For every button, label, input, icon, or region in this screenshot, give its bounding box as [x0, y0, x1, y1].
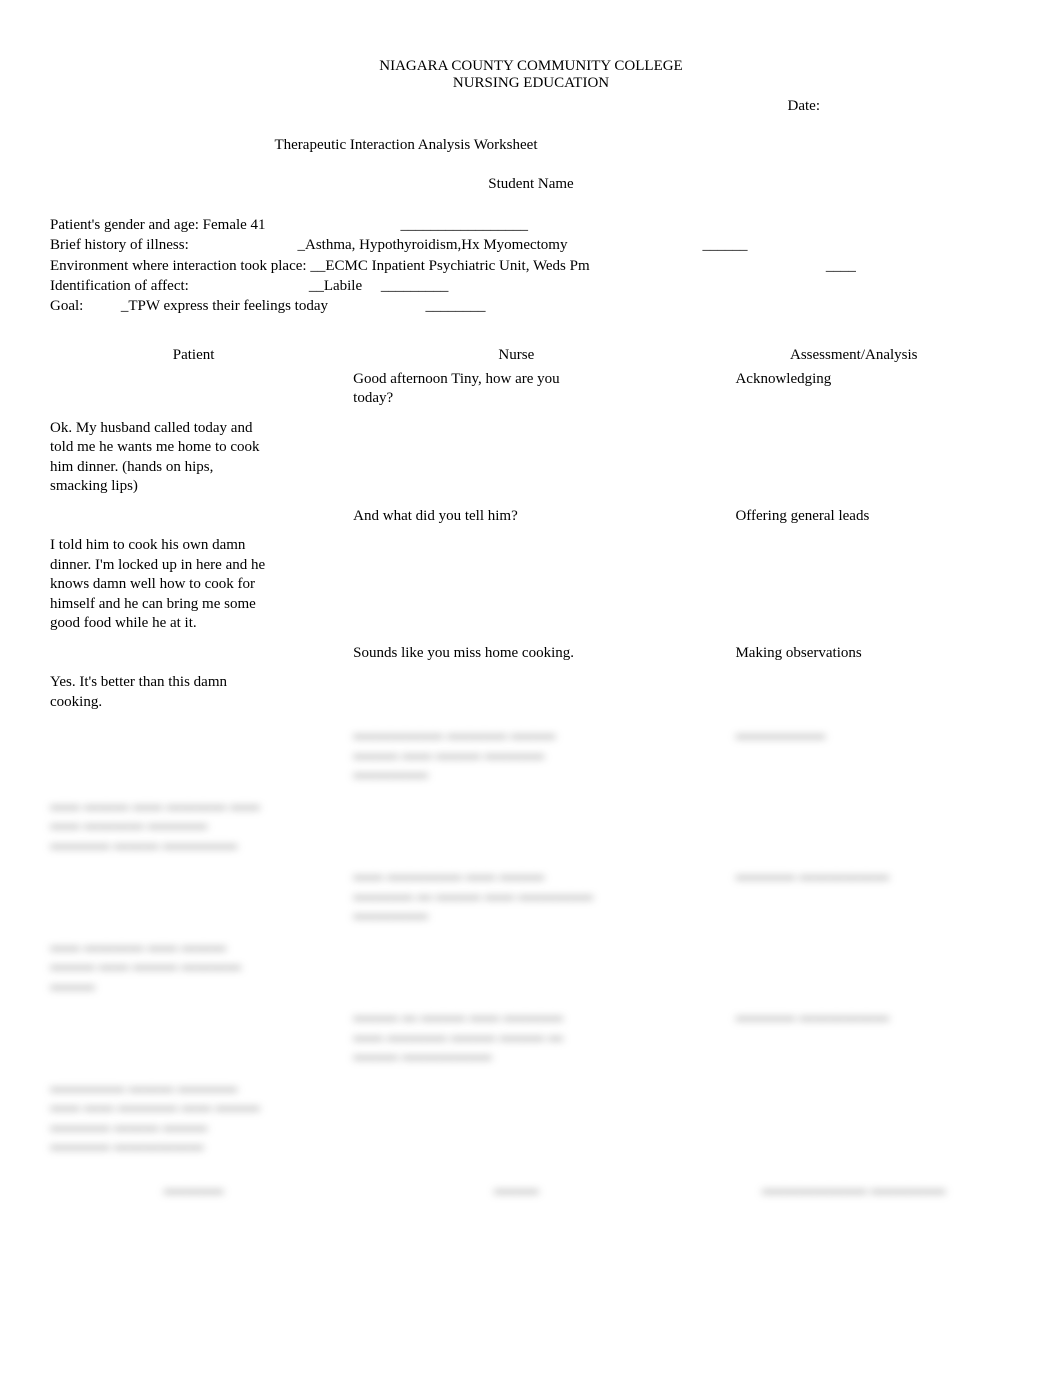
- patient-cell: ▬▬ ▬▬▬ ▬▬ ▬▬▬▬ ▬▬ ▬▬ ▬▬▬▬ ▬▬▬▬ ▬▬▬▬ ▬▬▬ …: [42, 791, 345, 862]
- analysis-cell: [687, 932, 1020, 1003]
- column-header-nurse: Nurse: [345, 344, 687, 368]
- institution-title: NIAGARA COUNTY COMMUNITY COLLEGE: [42, 58, 1020, 75]
- nurse-cell: ▬▬ ▬▬▬▬▬ ▬▬ ▬▬▬ ▬▬▬▬ ▬ ▬▬▬ ▬▬ ▬▬▬▬▬ ▬▬▬▬…: [345, 861, 687, 932]
- column-header-nurse-blurred: ▬▬▬: [345, 1163, 687, 1203]
- nurse-cell: [345, 417, 687, 505]
- analysis-cell: Acknowledging: [687, 368, 1020, 417]
- nurse-cell: [345, 1073, 687, 1163]
- table-row-blurred: ▬▬ ▬▬▬▬▬ ▬▬ ▬▬▬ ▬▬▬▬ ▬ ▬▬▬ ▬▬ ▬▬▬▬▬ ▬▬▬▬…: [42, 861, 1020, 932]
- table-row: Yes. It's better than this damn cooking.: [42, 671, 1020, 720]
- info-environment: Environment where interaction took place…: [50, 256, 1020, 276]
- nurse-cell: [345, 534, 687, 642]
- patient-cell: ▬▬ ▬▬▬▬ ▬▬ ▬▬▬ ▬▬▬ ▬▬ ▬▬▬ ▬▬▬▬ ▬▬▬: [42, 932, 345, 1003]
- column-header-analysis: Assessment/Analysis: [687, 344, 1020, 368]
- department-title: NURSING EDUCATION: [42, 75, 1020, 92]
- table-row: Ok. My husband called today and told me …: [42, 417, 1020, 505]
- patient-cell: Yes. It's better than this damn cooking.: [42, 671, 345, 720]
- nurse-cell: [345, 671, 687, 720]
- patient-cell: [42, 642, 345, 672]
- analysis-cell: Making observations: [687, 642, 1020, 672]
- table-header-row: Patient Nurse Assessment/Analysis: [42, 344, 1020, 368]
- worksheet-title: Therapeutic Interaction Analysis Workshe…: [42, 137, 1020, 154]
- student-name-label: Student Name: [42, 176, 1020, 193]
- table-row-blurred: ▬▬▬▬▬▬ ▬▬▬▬ ▬▬▬ ▬▬▬ ▬▬ ▬▬▬ ▬▬▬▬ ▬▬▬▬▬ ▬▬…: [42, 720, 1020, 791]
- nurse-cell: Good afternoon Tiny, how are you today?: [345, 368, 687, 417]
- patient-cell: [42, 368, 345, 417]
- table-row-blurred: ▬▬ ▬▬▬▬ ▬▬ ▬▬▬ ▬▬▬ ▬▬ ▬▬▬ ▬▬▬▬ ▬▬▬: [42, 932, 1020, 1003]
- nurse-cell: Sounds like you miss home cooking.: [345, 642, 687, 672]
- analysis-cell: ▬▬▬▬▬▬: [687, 720, 1020, 791]
- analysis-cell: [687, 534, 1020, 642]
- info-history: Brief history of illness: _Asthma, Hypot…: [50, 235, 1020, 255]
- date-label: Date:: [42, 98, 1020, 115]
- info-goal: Goal: _TPW express their feelings today …: [50, 296, 1020, 316]
- patient-cell: [42, 505, 345, 535]
- analysis-cell: [687, 671, 1020, 720]
- table-row: I told him to cook his own damn dinner. …: [42, 534, 1020, 642]
- patient-cell: Ok. My husband called today and told me …: [42, 417, 345, 505]
- table-row-blurred: ▬▬ ▬▬▬ ▬▬ ▬▬▬▬ ▬▬ ▬▬ ▬▬▬▬ ▬▬▬▬ ▬▬▬▬ ▬▬▬ …: [42, 791, 1020, 862]
- interaction-table: Patient Nurse Assessment/Analysis Good a…: [42, 344, 1020, 1202]
- table-row-blurred: ▬▬▬▬▬ ▬▬▬ ▬▬▬▬ ▬▬ ▬▬ ▬▬▬▬ ▬▬ ▬▬▬ ▬▬▬▬ ▬▬…: [42, 1073, 1020, 1163]
- column-header-analysis-blurred: ▬▬▬▬▬▬▬ ▬▬▬▬▬: [687, 1163, 1020, 1203]
- patient-cell: [42, 1002, 345, 1073]
- analysis-cell: ▬▬▬▬ ▬▬▬▬▬▬: [687, 861, 1020, 932]
- table-row: And what did you tell him? Offering gene…: [42, 505, 1020, 535]
- nurse-cell: [345, 791, 687, 862]
- nurse-cell: ▬▬▬ ▬ ▬▬▬ ▬▬ ▬▬▬▬ ▬▬ ▬▬▬▬ ▬▬▬ ▬▬▬ ▬ ▬▬▬ …: [345, 1002, 687, 1073]
- table-row: Sounds like you miss home cooking. Makin…: [42, 642, 1020, 672]
- nurse-cell: ▬▬▬▬▬▬ ▬▬▬▬ ▬▬▬ ▬▬▬ ▬▬ ▬▬▬ ▬▬▬▬ ▬▬▬▬▬: [345, 720, 687, 791]
- table-row: Good afternoon Tiny, how are you today? …: [42, 368, 1020, 417]
- patient-cell: [42, 861, 345, 932]
- column-header-patient-blurred: ▬▬▬▬: [42, 1163, 345, 1203]
- analysis-cell: Offering general leads: [687, 505, 1020, 535]
- analysis-cell: [687, 791, 1020, 862]
- patient-info-block: Patient's gender and age: Female 41 ____…: [50, 215, 1020, 316]
- info-gender-age: Patient's gender and age: Female 41 ____…: [50, 215, 1020, 235]
- patient-cell: [42, 720, 345, 791]
- analysis-cell: [687, 1073, 1020, 1163]
- info-affect: Identification of affect: __Labile _____…: [50, 276, 1020, 296]
- column-header-patient: Patient: [42, 344, 345, 368]
- nurse-cell: [345, 932, 687, 1003]
- patient-cell: ▬▬▬▬▬ ▬▬▬ ▬▬▬▬ ▬▬ ▬▬ ▬▬▬▬ ▬▬ ▬▬▬ ▬▬▬▬ ▬▬…: [42, 1073, 345, 1163]
- patient-cell: I told him to cook his own damn dinner. …: [42, 534, 345, 642]
- analysis-cell: ▬▬▬▬ ▬▬▬▬▬▬: [687, 1002, 1020, 1073]
- table-row-blurred: ▬▬▬ ▬ ▬▬▬ ▬▬ ▬▬▬▬ ▬▬ ▬▬▬▬ ▬▬▬ ▬▬▬ ▬ ▬▬▬ …: [42, 1002, 1020, 1073]
- analysis-cell: [687, 417, 1020, 505]
- nurse-cell: And what did you tell him?: [345, 505, 687, 535]
- table-footer-header: ▬▬▬▬ ▬▬▬ ▬▬▬▬▬▬▬ ▬▬▬▬▬: [42, 1163, 1020, 1203]
